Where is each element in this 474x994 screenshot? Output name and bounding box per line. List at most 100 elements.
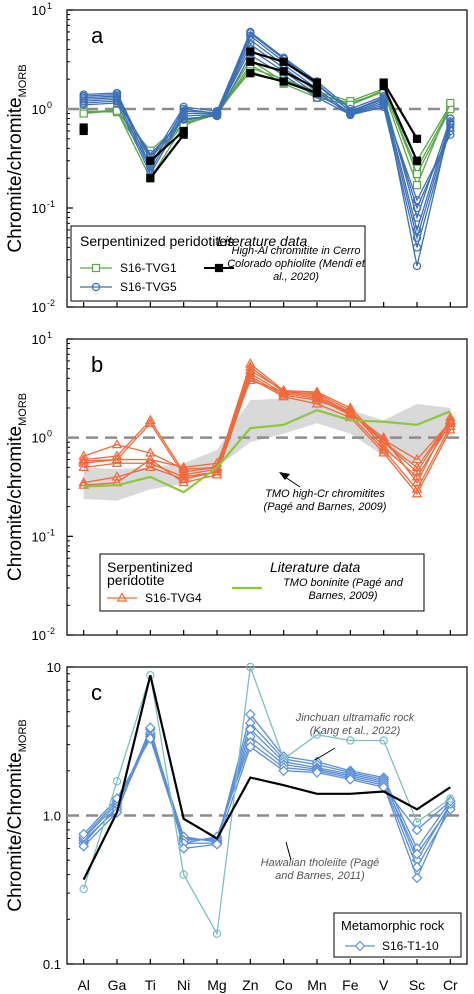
data-point [79, 884, 88, 894]
data-point [411, 848, 423, 860]
data-point [79, 98, 88, 108]
y-tick-label: 10 [32, 529, 46, 544]
legend-item: TMO boninite (Pagé and Barnes, 2009) [283, 577, 404, 602]
data-point [178, 471, 190, 481]
data-point [378, 434, 390, 444]
y-tick-exponent: 1 [47, 1, 52, 11]
legend-heading: Metamorphic rock [341, 918, 445, 933]
data-point [411, 488, 423, 498]
data-point [278, 389, 290, 399]
data-point [344, 407, 356, 418]
data-point [279, 754, 288, 764]
data-point [179, 870, 188, 879]
data-point [244, 741, 256, 753]
data-point [78, 828, 90, 840]
legend: Metamorphic rock S16-T1-10 [333, 912, 462, 958]
annotation: Hawaiian tholeiite (Pagé and Barnes, 2011… [261, 857, 380, 882]
data-point [78, 479, 90, 489]
data-point [444, 414, 456, 424]
data-point [311, 398, 323, 408]
data-point [411, 471, 423, 481]
data-point [78, 450, 90, 460]
data-point [444, 804, 456, 815]
data-point [178, 843, 190, 854]
data-point [444, 424, 456, 434]
panel-label: b [91, 352, 103, 377]
x-tick-label: Mg [207, 977, 226, 993]
x-tick-label: Zn [242, 977, 258, 993]
series-line [83, 32, 451, 267]
series-line [83, 365, 451, 478]
y-tick-label: 10 [32, 431, 46, 446]
legend-item: High-Al chromitite in Cerro Colorado ophi… [227, 245, 366, 283]
legend-heading: Literature data [270, 559, 360, 575]
data-point [378, 431, 390, 442]
y-tick-label: 10 [32, 300, 46, 315]
series-line [83, 721, 451, 862]
data-point [412, 818, 422, 827]
data-point [211, 838, 223, 850]
legend-marker [91, 263, 101, 273]
y-tick-label: 10 [32, 201, 46, 216]
data-point [79, 126, 88, 136]
data-point [279, 57, 288, 66]
series-line [83, 70, 451, 188]
data-point [278, 765, 290, 777]
data-point [78, 840, 90, 852]
data-point [278, 391, 290, 401]
y-tick-exponent: 0 [47, 100, 52, 110]
data-point [111, 471, 123, 481]
y-tick-exponent: 1 [47, 330, 52, 340]
data-point [144, 461, 156, 471]
x-tick-label: Ni [177, 977, 190, 993]
chromitite-range-band [83, 396, 451, 501]
x-tick-label: Fe [342, 977, 359, 993]
series-line [149, 130, 185, 162]
data-point [178, 461, 190, 471]
data-point [78, 455, 90, 465]
series-2 [82, 674, 451, 881]
data-point [344, 774, 356, 785]
data-point [146, 156, 155, 165]
data-point [246, 35, 255, 45]
series-line [83, 63, 451, 171]
data-point [412, 134, 422, 143]
series-line [83, 728, 451, 856]
y-axis-label: Chromite/ChromiteMORB [5, 719, 29, 911]
legend-heading: Literature data [217, 233, 307, 249]
y-tick-label: 10 [32, 332, 46, 347]
annotation: TMO high-Cr chromitites (Pagé and Barnes,… [264, 488, 387, 513]
legend-marker [214, 263, 224, 273]
data-point [311, 391, 323, 401]
y-tick-exponent: 0 [47, 429, 52, 439]
data-point [79, 95, 88, 104]
y-tick-exponent: -2 [47, 626, 55, 636]
data-point [112, 96, 122, 106]
data-point [212, 929, 222, 938]
data-point [446, 126, 455, 136]
y-axis-label: Chromite/chromiteMORB [5, 393, 29, 581]
x-tick-label: Sc [409, 977, 425, 993]
series-line [149, 134, 185, 179]
y-tick-exponent: -1 [47, 199, 55, 209]
series-line [382, 81, 418, 140]
series-line [83, 408, 451, 494]
x-tick-label: V [379, 977, 389, 993]
data-point [246, 69, 255, 78]
x-tick-label: Co [275, 977, 293, 993]
data-point [246, 57, 255, 66]
series-0 [78, 358, 456, 498]
data-point [79, 109, 88, 118]
data-point [246, 47, 255, 56]
data-point [279, 77, 288, 86]
data-point [179, 104, 188, 114]
series-line [382, 85, 419, 162]
data-point [144, 417, 156, 427]
legend-item: S16-T1-10 [382, 939, 439, 953]
legend-marker [116, 592, 128, 602]
y-tick-label: 10 [47, 660, 61, 675]
plot-frame [66, 338, 468, 636]
plot-frame [66, 9, 468, 308]
